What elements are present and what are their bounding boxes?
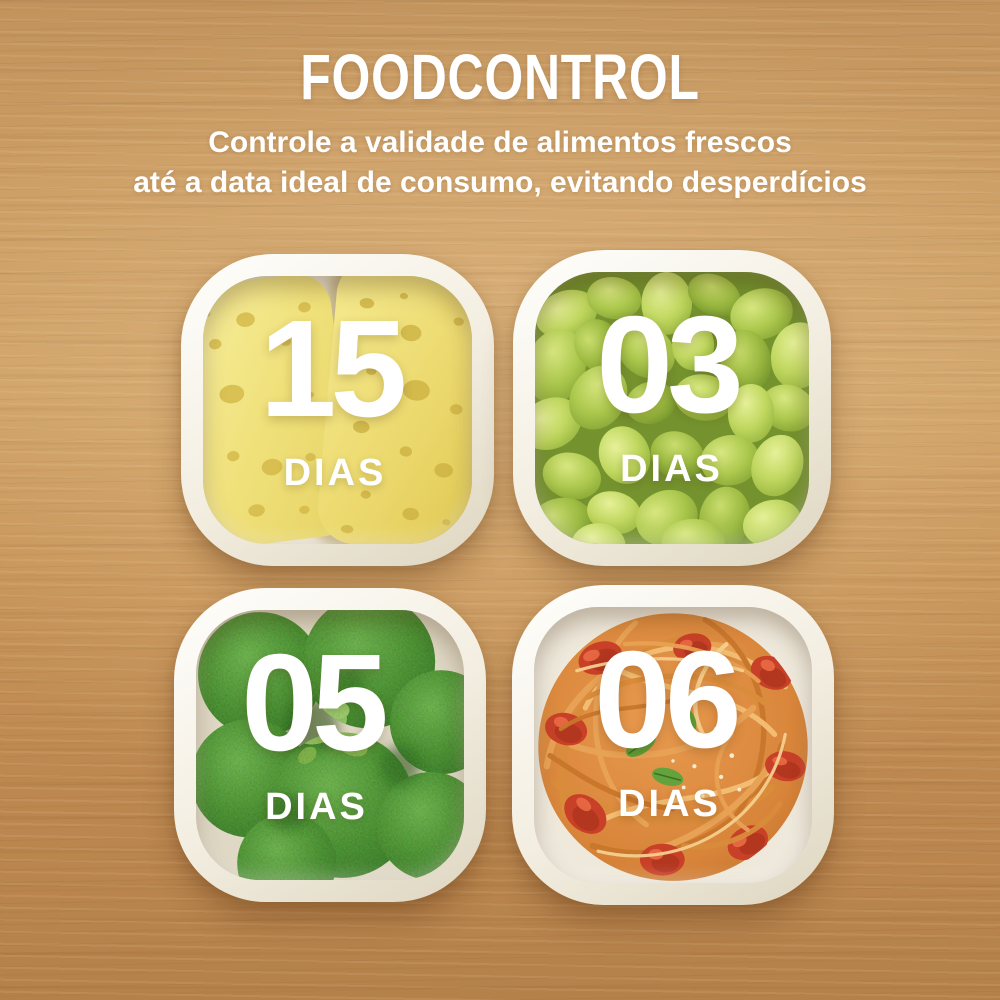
bowl-pasta: 06 DIAS xyxy=(512,585,834,905)
bowl-grapes: 03 DIAS xyxy=(513,250,831,566)
bowl-broccoli: 05 DIAS xyxy=(174,588,486,902)
pasta-photo xyxy=(534,607,812,883)
subtitle-line-1: Controle a validade de alimentos frescos xyxy=(208,126,792,159)
broccoli-photo xyxy=(196,610,464,880)
cheese-photo xyxy=(203,276,472,544)
bowl-cheese: 15 DIAS xyxy=(181,254,494,566)
page-title: FOODCONTROL xyxy=(300,41,700,113)
grapes-photo xyxy=(535,272,809,544)
subtitle-line-2: até a data ideal de consumo, evitando de… xyxy=(133,166,867,199)
